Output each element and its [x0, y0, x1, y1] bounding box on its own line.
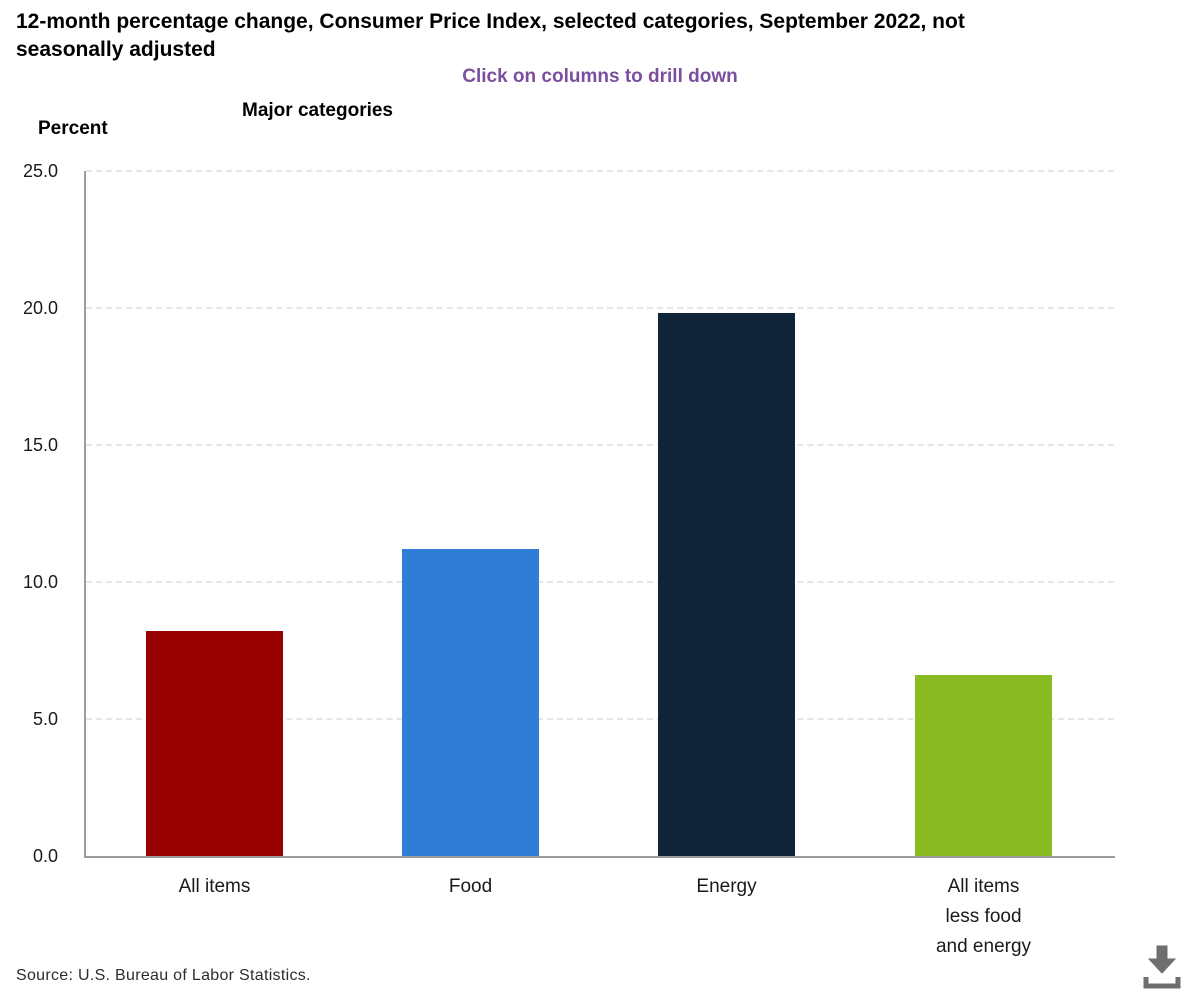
category-label-all-items-less-food-and-energy: All items less food and energy [935, 876, 1032, 957]
ytick-label-15.0: 15.0 [22, 435, 58, 455]
y-axis-unit-label: Percent [38, 118, 108, 139]
chart-title-line-1: 12-month percentage change, Consumer Pri… [16, 10, 965, 33]
ytick-label-0.0: 0.0 [32, 846, 58, 866]
category-label-all-items: All items [178, 876, 251, 897]
ytick-label-10.0: 10.0 [22, 572, 58, 592]
bar-energy[interactable] [658, 313, 795, 856]
source-note: Source: U.S. Bureau of Labor Statistics. [16, 967, 311, 984]
bar-all-items-less-food-and-energy[interactable] [915, 675, 1052, 856]
gridline-20.0 [86, 307, 1114, 309]
chart-title: 12-month percentage change, Consumer Pri… [16, 8, 965, 64]
bar-food[interactable] [402, 549, 539, 856]
category-label-energy: Energy [696, 876, 757, 897]
ytick-label-25.0: 25.0 [22, 161, 58, 181]
ytick-label-20.0: 20.0 [22, 298, 58, 318]
x-axis-group-label: Major categories [242, 100, 393, 121]
chart-title-line-2: seasonally adjusted [16, 38, 216, 61]
gridline-15.0 [86, 444, 1114, 446]
gridline-5.0 [86, 718, 1114, 720]
drilldown-hint: Click on columns to drill down [462, 66, 738, 87]
category-label-food: Food [448, 876, 493, 897]
x-axis-baseline [84, 856, 1115, 858]
gridline-10.0 [86, 581, 1114, 583]
bar-all-items[interactable] [146, 631, 283, 856]
download-button[interactable] [1138, 942, 1186, 990]
y-axis-line [84, 171, 86, 858]
ytick-label-5.0: 5.0 [32, 709, 58, 729]
download-icon [1143, 945, 1181, 989]
gridline-25.0 [86, 170, 1114, 172]
